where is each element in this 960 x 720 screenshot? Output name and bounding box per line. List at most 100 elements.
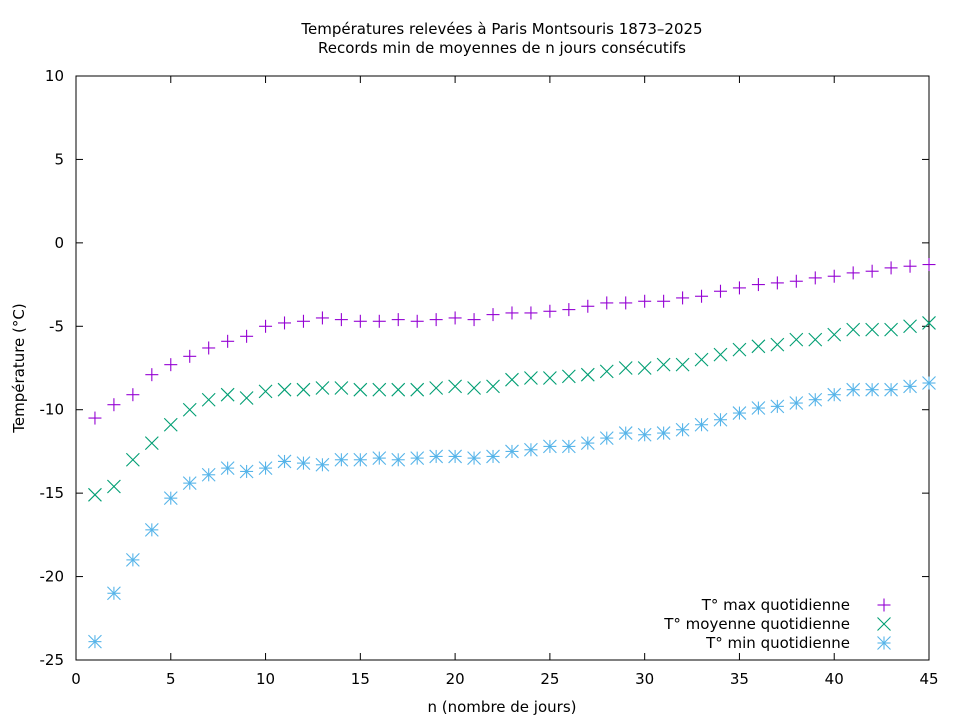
data-point xyxy=(827,327,842,342)
data-point xyxy=(789,274,803,288)
data-point xyxy=(448,449,463,464)
data-point xyxy=(277,382,292,397)
x-tick-label: 10 xyxy=(256,670,275,688)
data-point xyxy=(903,259,917,273)
data-point xyxy=(258,461,273,476)
data-point xyxy=(922,258,936,272)
data-point xyxy=(201,392,216,407)
data-point xyxy=(580,367,595,382)
y-tick-label: -10 xyxy=(40,401,65,419)
series-1 xyxy=(88,258,936,425)
data-point xyxy=(126,388,140,402)
data-point xyxy=(88,411,102,425)
legend-marker xyxy=(877,636,891,650)
data-point xyxy=(315,381,330,395)
data-point xyxy=(277,454,292,469)
data-point xyxy=(732,406,747,420)
data-point xyxy=(88,634,102,649)
data-point xyxy=(410,382,425,397)
data-point xyxy=(220,387,235,402)
data-point xyxy=(922,376,936,390)
data-point xyxy=(391,313,405,327)
data-point xyxy=(353,314,367,328)
data-point xyxy=(391,452,406,467)
data-point xyxy=(467,381,481,395)
data-point xyxy=(903,379,917,394)
data-point xyxy=(713,412,728,427)
data-point xyxy=(694,417,709,432)
data-point xyxy=(467,451,481,465)
data-point xyxy=(315,457,330,472)
data-point xyxy=(694,352,709,367)
data-point xyxy=(505,444,519,459)
data-point xyxy=(429,449,444,464)
data-point xyxy=(903,319,917,334)
data-point xyxy=(865,322,880,337)
data-point xyxy=(220,461,235,476)
data-point xyxy=(675,422,690,437)
data-point xyxy=(581,299,595,313)
data-point xyxy=(429,381,444,395)
y-axis-label: Température (°C) xyxy=(10,303,28,433)
data-point xyxy=(751,401,766,415)
data-point xyxy=(125,552,140,567)
data-point xyxy=(543,439,557,454)
data-point xyxy=(240,329,254,343)
data-point xyxy=(372,314,386,328)
data-point xyxy=(164,358,178,372)
data-point xyxy=(88,487,102,502)
data-point xyxy=(789,396,804,410)
series-3 xyxy=(88,376,936,649)
data-point xyxy=(618,426,633,440)
data-point xyxy=(278,316,292,330)
data-point xyxy=(239,464,254,479)
data-point xyxy=(808,271,822,285)
data-point xyxy=(202,341,216,355)
data-point xyxy=(580,436,595,450)
y-tick-label: -15 xyxy=(40,484,65,502)
data-point xyxy=(315,311,329,325)
chart-title: Températures relevées à Paris Montsouris… xyxy=(300,20,702,38)
data-point xyxy=(183,349,197,363)
data-point xyxy=(618,361,633,375)
data-point xyxy=(543,304,557,318)
x-tick-label: 40 xyxy=(825,670,844,688)
data-point xyxy=(713,347,728,362)
data-point xyxy=(429,313,443,327)
data-point xyxy=(751,339,766,354)
data-point xyxy=(259,319,273,333)
x-tick-label: 0 xyxy=(71,670,81,688)
data-point xyxy=(448,311,462,325)
data-point xyxy=(884,322,898,337)
data-point xyxy=(486,449,500,464)
data-point xyxy=(865,382,880,397)
data-point xyxy=(524,442,538,457)
data-point xyxy=(884,261,898,275)
x-axis: 0 5 10 15 20 25 30 35 40 45 xyxy=(71,76,939,688)
data-point xyxy=(884,382,898,397)
data-point xyxy=(561,369,576,384)
data-point xyxy=(144,522,159,537)
data-point xyxy=(505,306,519,320)
x-tick-label: 35 xyxy=(730,670,749,688)
data-point xyxy=(827,387,842,402)
data-point xyxy=(296,456,311,470)
data-point xyxy=(808,332,823,347)
series-2 xyxy=(88,316,936,502)
data-point xyxy=(732,342,747,357)
data-point xyxy=(221,334,235,348)
data-point xyxy=(144,436,159,450)
data-point xyxy=(410,314,424,328)
x-tick-label: 45 xyxy=(919,670,938,688)
x-axis-label: n (nombre de jours) xyxy=(428,698,577,716)
data-point xyxy=(448,379,463,394)
data-point xyxy=(391,382,406,397)
y-tick-label: 5 xyxy=(54,150,64,168)
x-tick-label: 30 xyxy=(635,670,654,688)
data-point xyxy=(239,391,254,405)
data-point xyxy=(770,337,785,352)
data-point xyxy=(599,431,614,445)
legend-marker xyxy=(877,617,891,631)
